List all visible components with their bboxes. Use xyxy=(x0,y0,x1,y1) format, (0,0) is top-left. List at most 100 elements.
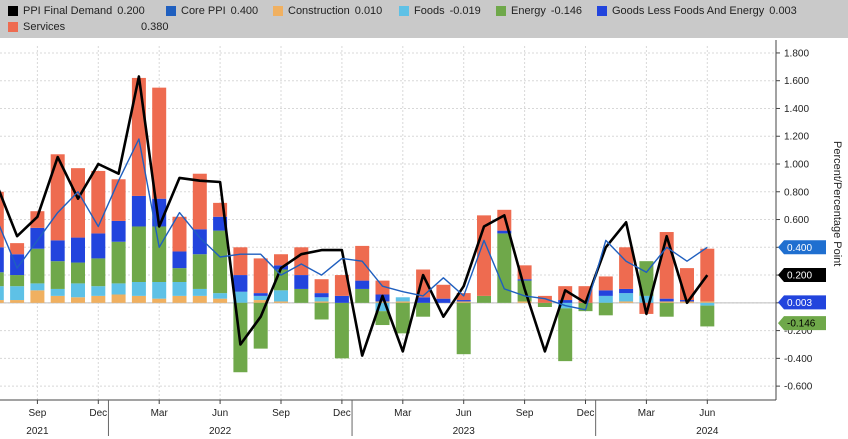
bar-segment xyxy=(152,87,167,199)
bar-segment xyxy=(192,288,207,296)
bar-segment xyxy=(172,268,187,282)
bar-segment xyxy=(598,276,613,291)
bar-segment xyxy=(0,272,4,287)
bar-segment xyxy=(314,279,329,294)
bar-segment xyxy=(172,282,187,296)
y-tick-label: 1.200 xyxy=(784,132,809,143)
bar-segment xyxy=(91,233,106,259)
bar-segment xyxy=(639,295,654,303)
bar-segment xyxy=(131,195,146,227)
bar-segment xyxy=(71,297,85,303)
legend-item-construction: Construction 0.010 xyxy=(273,4,382,18)
legend-label: Foods xyxy=(414,5,445,17)
bar-segment xyxy=(131,226,146,282)
legend-value: 0.380 xyxy=(141,21,169,33)
bar-segment xyxy=(111,241,126,284)
bar-segment xyxy=(314,293,329,298)
bar-segment xyxy=(355,245,370,281)
y-tick-label: 1.400 xyxy=(784,104,809,115)
bar-segment xyxy=(375,301,390,303)
legend-label: Construction xyxy=(288,5,350,17)
bar-segment xyxy=(314,297,329,302)
x-tick-label: Jun xyxy=(456,408,472,419)
bar-segment xyxy=(334,275,349,296)
bar-segment xyxy=(71,283,85,298)
bar-segment xyxy=(294,275,309,289)
bar-segment xyxy=(0,300,4,303)
legend-item-foods: Foods -0.019 xyxy=(399,4,481,18)
bar-segment xyxy=(213,298,228,303)
line-core-ppi xyxy=(0,138,708,311)
bar-segment xyxy=(10,286,25,301)
bar-segment xyxy=(172,251,187,269)
x-tick-label: Mar xyxy=(638,408,656,419)
legend-value: 0.010 xyxy=(354,5,383,17)
bar-segment xyxy=(274,290,288,302)
y-tick-label: -0.400 xyxy=(784,354,813,365)
bar-segment xyxy=(598,295,613,303)
bar-segment xyxy=(10,243,25,255)
bar-segment xyxy=(192,295,207,303)
bar-segment xyxy=(71,168,85,238)
bar-segment xyxy=(517,279,532,281)
legend-value: 0.003 xyxy=(769,5,797,17)
x-tick-label: Sep xyxy=(29,408,47,419)
bar-segment xyxy=(294,247,309,276)
legend-swatch xyxy=(597,6,607,16)
end-tag-box xyxy=(778,316,826,331)
bar-segment xyxy=(253,295,268,301)
end-tag-box xyxy=(778,268,826,283)
end-tag: 0.400 xyxy=(778,240,826,255)
bar-segment xyxy=(578,302,593,312)
bar-segment xyxy=(91,258,106,287)
bar-segment xyxy=(152,298,167,303)
bar-segment xyxy=(619,293,634,302)
bar-segment xyxy=(50,261,65,289)
legend-swatch xyxy=(496,6,506,16)
legend-label: Goods Less Foods And Energy xyxy=(612,5,765,17)
bar-segment xyxy=(294,288,309,303)
bar-segment xyxy=(50,240,65,262)
bar-segment xyxy=(192,254,207,289)
bar-segment xyxy=(30,283,45,291)
bar-segment xyxy=(659,298,674,302)
bar-segment xyxy=(233,291,248,303)
bar-segment xyxy=(0,286,4,301)
bar-segment xyxy=(131,295,146,303)
bar-segment xyxy=(395,301,410,303)
bar-segment xyxy=(91,286,106,296)
legend-value: 0.400 xyxy=(230,5,259,17)
y-tick-label: 1.600 xyxy=(784,76,809,87)
bar-segment xyxy=(395,297,410,302)
bar-segment xyxy=(497,233,512,303)
bar-segment xyxy=(152,226,167,282)
end-tag-box xyxy=(778,295,826,310)
x-tick-label: Jun xyxy=(699,408,715,419)
bar-segment xyxy=(71,262,85,284)
x-tick-label: Sep xyxy=(516,408,534,419)
legend-item-core-ppi: Core PPI 0.400 xyxy=(166,4,258,18)
legend-label: Services xyxy=(23,21,66,33)
bar-segment xyxy=(152,282,167,299)
bar-segment xyxy=(537,302,552,307)
bar-segment xyxy=(213,230,228,294)
bar-segment xyxy=(598,290,613,296)
legend-label: Energy xyxy=(511,5,546,17)
bar-segment xyxy=(416,297,431,303)
bar-segment xyxy=(274,301,288,303)
bar-segment xyxy=(456,300,471,302)
bar-segment xyxy=(111,220,126,242)
bar-segment xyxy=(0,191,4,248)
bar-segment xyxy=(700,248,715,302)
legend-item-goods-less-foods-and-energy: Goods Less Foods And Energy 0.003 xyxy=(597,4,797,18)
y-tick-label: 0.800 xyxy=(784,187,809,198)
legend-value: 0.200 xyxy=(117,5,145,17)
bar-segment xyxy=(456,301,471,303)
bar-segment xyxy=(131,282,146,296)
bar-segment xyxy=(497,230,512,234)
bar-segment xyxy=(619,301,634,303)
bar-segment xyxy=(30,227,45,249)
legend: PPI Final Demand 0.200 Core PPI 0.400 Co… xyxy=(0,0,848,38)
end-tag: 0.200 xyxy=(778,268,826,283)
end-tag-label: 0.400 xyxy=(787,243,812,254)
